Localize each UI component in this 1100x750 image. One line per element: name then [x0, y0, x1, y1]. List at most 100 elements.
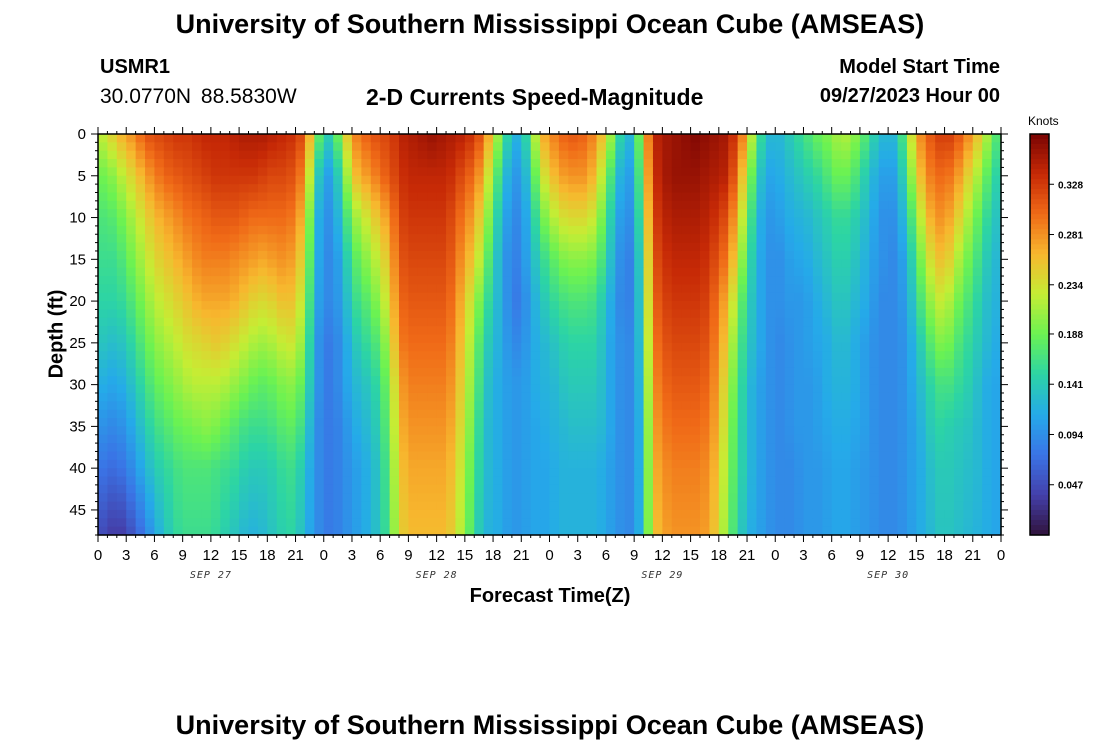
- heatmap-cell: [794, 342, 805, 352]
- heatmap-cell: [530, 342, 541, 352]
- heatmap-cell: [361, 225, 372, 235]
- heatmap-cell: [991, 409, 1002, 419]
- heatmap-cell: [652, 167, 663, 177]
- heatmap-cell: [577, 167, 588, 177]
- heatmap-cell: [747, 301, 758, 311]
- heatmap-cell: [408, 501, 419, 511]
- heatmap-cell: [98, 484, 109, 494]
- heatmap-cell: [737, 468, 748, 478]
- heatmap-cell: [163, 418, 174, 427]
- heatmap-cell: [116, 284, 127, 294]
- y-tick-label: 35: [69, 418, 86, 435]
- heatmap-cell: [784, 192, 795, 202]
- heatmap-cell: [897, 301, 908, 311]
- heatmap-cell: [643, 351, 654, 361]
- heatmap-cell: [822, 518, 833, 528]
- heatmap-cell: [991, 234, 1002, 244]
- heatmap-cell: [822, 376, 833, 386]
- heatmap-cell: [878, 401, 889, 411]
- heatmap-cell: [239, 359, 250, 369]
- heatmap-cell: [841, 418, 852, 427]
- heatmap-cell: [295, 134, 306, 143]
- heatmap-cell: [295, 225, 306, 235]
- heatmap-cell: [342, 276, 353, 285]
- heatmap-cell: [850, 476, 861, 486]
- heatmap-cell: [314, 484, 325, 494]
- heatmap-cell: [361, 292, 372, 302]
- heatmap-cell: [474, 418, 485, 427]
- colorbar-segment: [1030, 164, 1049, 170]
- heatmap-cell: [700, 501, 711, 511]
- heatmap-cell: [963, 351, 974, 361]
- heatmap-cell: [869, 200, 880, 210]
- heatmap-cell: [888, 134, 899, 143]
- heatmap-cell: [775, 326, 786, 336]
- heatmap-cell: [803, 292, 814, 302]
- heatmap-cell: [455, 159, 466, 169]
- heatmap-cell: [173, 234, 184, 244]
- heatmap-cell: [493, 376, 504, 386]
- heatmap-cell: [521, 167, 532, 177]
- heatmap-cell: [493, 209, 504, 219]
- heatmap-cell: [295, 159, 306, 169]
- heatmap-cell: [878, 276, 889, 285]
- heatmap-cell: [210, 501, 221, 511]
- heatmap-cell: [925, 409, 936, 419]
- heatmap-cell: [953, 167, 964, 177]
- heatmap-cell: [342, 309, 353, 319]
- heatmap-cell: [615, 326, 626, 336]
- heatmap-cell: [982, 493, 993, 503]
- heatmap-cell: [841, 501, 852, 511]
- heatmap-cell: [859, 392, 870, 402]
- heatmap-cell: [794, 192, 805, 202]
- heatmap-cell: [916, 267, 927, 277]
- heatmap-cell: [173, 175, 184, 185]
- heatmap-cell: [662, 184, 673, 194]
- heatmap-cell: [812, 150, 823, 160]
- heatmap-cell: [690, 493, 701, 503]
- heatmap-cell: [417, 392, 428, 402]
- heatmap-cell: [652, 317, 663, 327]
- heatmap-cell: [446, 392, 457, 402]
- heatmap-cell: [775, 334, 786, 344]
- y-tick-label: 10: [69, 210, 86, 227]
- x-tick-label: 15: [457, 547, 474, 564]
- heatmap-cell: [493, 443, 504, 453]
- heatmap-cell: [869, 242, 880, 252]
- heatmap-cell: [540, 409, 551, 419]
- heatmap-cell: [953, 200, 964, 210]
- heatmap-cell: [944, 209, 955, 219]
- heatmap-cell: [709, 242, 720, 252]
- heatmap-cell: [681, 526, 692, 536]
- heatmap-cell: [446, 150, 457, 160]
- heatmap-cell: [182, 451, 193, 461]
- heatmap-cell: [982, 426, 993, 436]
- heatmap-cell: [502, 217, 513, 227]
- heatmap-cell: [483, 159, 494, 169]
- heatmap-cell: [850, 451, 861, 461]
- heatmap-cell: [652, 468, 663, 478]
- heatmap-cell: [267, 225, 278, 235]
- heatmap-cell: [728, 451, 739, 461]
- heatmap-cell: [869, 284, 880, 294]
- heatmap-cell: [502, 225, 513, 235]
- heatmap-cell: [671, 359, 682, 369]
- heatmap-cell: [972, 242, 983, 252]
- heatmap-cell: [182, 159, 193, 169]
- heatmap-cell: [728, 384, 739, 394]
- heatmap-cell: [201, 526, 212, 536]
- heatmap-cell: [163, 493, 174, 503]
- colorbar-segment: [1030, 184, 1049, 190]
- heatmap-cell: [652, 376, 663, 386]
- heatmap-cell: [681, 284, 692, 294]
- heatmap-cell: [511, 276, 522, 285]
- heatmap-cell: [286, 234, 297, 244]
- heatmap-cell: [897, 209, 908, 219]
- heatmap-cell: [540, 401, 551, 411]
- heatmap-cell: [314, 276, 325, 285]
- heatmap-cell: [107, 234, 118, 244]
- heatmap-cell: [248, 317, 259, 327]
- heatmap-cell: [126, 493, 137, 503]
- heatmap-cell: [634, 509, 645, 519]
- heatmap-cell: [295, 376, 306, 386]
